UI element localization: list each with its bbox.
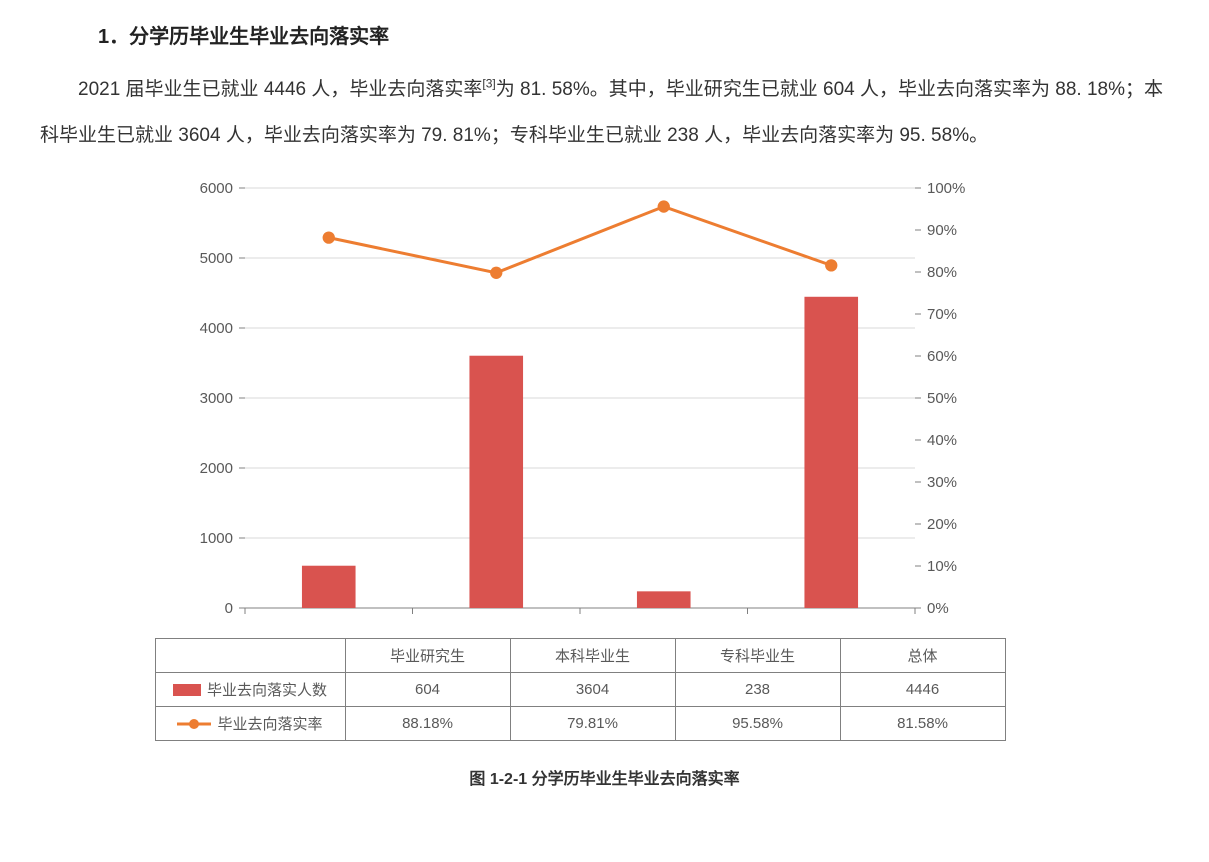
- y-right-tick: 30%: [927, 474, 957, 491]
- y-right-tick: 100%: [927, 180, 965, 197]
- line-value-cell: 81.58%: [840, 707, 1005, 741]
- chart-caption: 图 1-2-1 分学历毕业生毕业去向落实率: [155, 765, 1055, 789]
- section-heading: 1．分学历毕业生毕业去向落实率: [98, 20, 1169, 49]
- line-value-cell: 95.58%: [675, 707, 840, 741]
- y-left-tick: 5000: [199, 250, 232, 267]
- y-left-tick: 1000: [199, 530, 232, 547]
- line-swatch-icon: [177, 717, 211, 731]
- y-right-tick: 70%: [927, 306, 957, 323]
- table-row: 毕业研究生本科毕业生专科毕业生总体: [155, 639, 1005, 673]
- y-right-tick: 60%: [927, 348, 957, 365]
- y-right-tick: 0%: [927, 600, 949, 617]
- y-right-tick: 90%: [927, 222, 957, 239]
- combo-chart: 0 1000 2000 3000 4000 5000 6000 0% 10% 20% 30% 40% 5…: [155, 178, 1005, 638]
- y-left-tick: 3000: [199, 390, 232, 407]
- table-row: 毕业去向落实率 88.18%79.81%95.58%81.58%: [155, 707, 1005, 741]
- y-right-tick: 80%: [927, 264, 957, 281]
- line-marker: [322, 232, 334, 244]
- legend-line-label: 毕业去向落实率: [217, 713, 322, 734]
- bar-value-cell: 238: [675, 673, 840, 707]
- legend-line: 毕业去向落实率: [160, 713, 341, 734]
- legend-bar: 毕业去向落实人数: [160, 679, 341, 700]
- legend-bar-label: 毕业去向落实人数: [207, 679, 327, 700]
- category-header: 毕业研究生: [345, 639, 510, 673]
- category-header: 本科毕业生: [510, 639, 675, 673]
- y-right-tick: 50%: [927, 390, 957, 407]
- bar-swatch-icon: [173, 684, 201, 696]
- y-left-tick: 2000: [199, 460, 232, 477]
- line-value-cell: 79.81%: [510, 707, 675, 741]
- y-left-tick: 4000: [199, 320, 232, 337]
- bar: [469, 356, 523, 608]
- para-part-a: 2021 届毕业生已就业 4446 人，毕业去向落实率: [78, 79, 482, 100]
- category-header: 专科毕业生: [675, 639, 840, 673]
- y-right-tick: 20%: [927, 516, 957, 533]
- line-series: [328, 207, 831, 273]
- bar-value-cell: 604: [345, 673, 510, 707]
- bar-value-cell: 3604: [510, 673, 675, 707]
- line-value-cell: 88.18%: [345, 707, 510, 741]
- bar: [301, 566, 355, 608]
- y-left-tick: 0: [224, 600, 232, 617]
- line-marker: [490, 267, 502, 279]
- y-left-tick: 6000: [199, 180, 232, 197]
- bar-value-cell: 4446: [840, 673, 1005, 707]
- bar: [804, 297, 858, 608]
- bar: [636, 592, 690, 609]
- table-row: 毕业去向落实人数 60436042384446: [155, 673, 1005, 707]
- chart-container: 0 1000 2000 3000 4000 5000 6000 0% 10% 20% 30% 40% 5…: [155, 178, 1055, 789]
- category-header: 总体: [840, 639, 1005, 673]
- y-right-tick: 10%: [927, 558, 957, 575]
- chart-data-table: 毕业研究生本科毕业生专科毕业生总体毕业去向落实人数60436042384446毕…: [155, 638, 1006, 741]
- line-marker: [657, 201, 669, 213]
- body-paragraph: 2021 届毕业生已就业 4446 人，毕业去向落实率[3]为 81. 58%。…: [40, 67, 1169, 158]
- line-marker: [825, 259, 837, 271]
- footnote-ref: [3]: [482, 77, 495, 91]
- y-right-tick: 40%: [927, 432, 957, 449]
